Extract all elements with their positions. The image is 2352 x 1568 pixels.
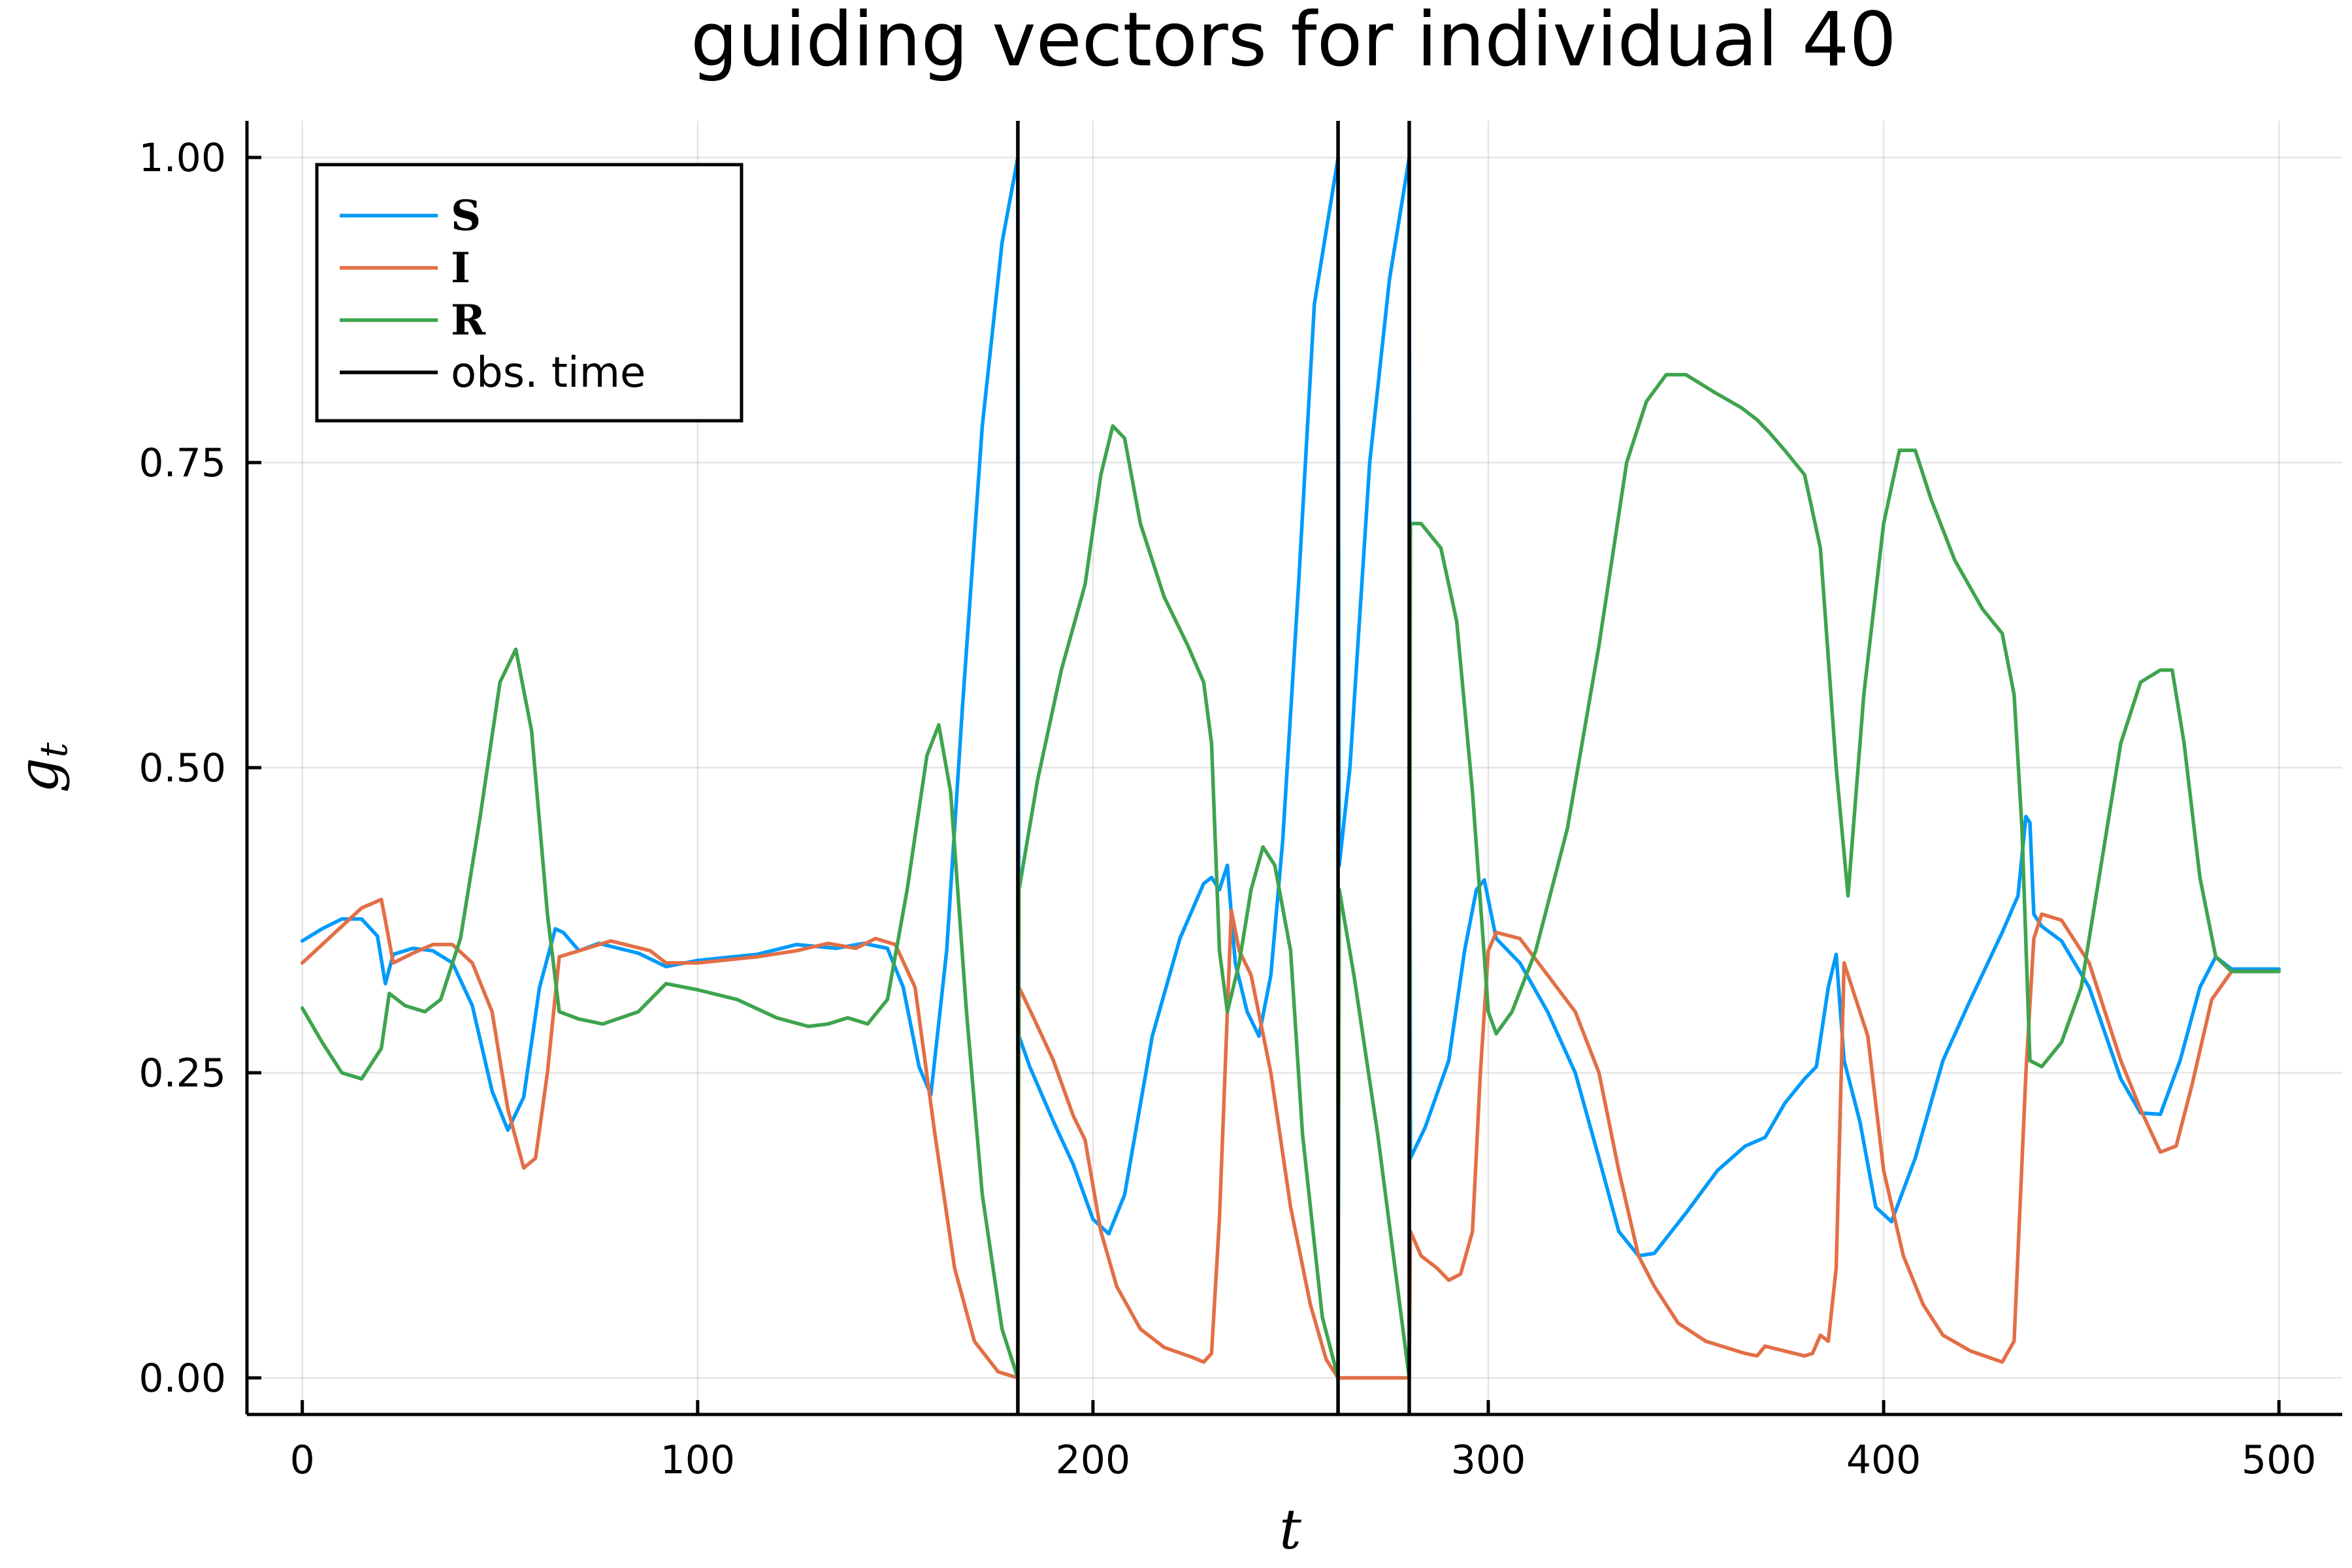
- x-tick-label-0: 0: [290, 1437, 315, 1483]
- series-layer: [300, 155, 2281, 1380]
- y-axis-label-main: g: [7, 758, 71, 793]
- axes: [245, 121, 2342, 1416]
- legend-label-r: R: [451, 296, 486, 345]
- y-tick-label-1: 0.25: [139, 1051, 226, 1096]
- y-axis-label-group: gt: [7, 742, 76, 793]
- y-tick-label-0: 0.00: [139, 1356, 226, 1401]
- legend-box: [315, 163, 743, 423]
- y-axis-label: gt: [7, 742, 76, 793]
- chart-title: guiding vectors for individual 40: [691, 0, 1897, 83]
- series-line-I: [300, 897, 2281, 1380]
- x-tick-label-5: 500: [2242, 1437, 2317, 1483]
- y-tick-label-3: 0.75: [139, 440, 226, 486]
- x-tick-label-4: 400: [1846, 1437, 1921, 1483]
- y-tick-label-4: 1.00: [139, 135, 226, 181]
- series-line-R: [300, 372, 2281, 1380]
- obs-time-lines: [1016, 121, 1411, 1414]
- grid-layer: [247, 121, 2342, 1414]
- tick-labels: 0 100 200 300 400 500 0.00 0.25 0.50 0.75 1.00: [139, 135, 2316, 1483]
- x-tick-label-3: 300: [1451, 1437, 1526, 1483]
- y-tick-label-2: 0.50: [139, 745, 226, 791]
- legend-label-obs-time: obs. time: [451, 349, 645, 397]
- x-tick-label-2: 200: [1056, 1437, 1131, 1483]
- x-tick-label-1: 100: [661, 1437, 736, 1483]
- y-axis-label-subscript: t: [31, 742, 76, 758]
- legend-label-i: I: [451, 244, 470, 293]
- x-axis-label: t: [1279, 1497, 1301, 1561]
- legend-label-s: S: [451, 191, 481, 240]
